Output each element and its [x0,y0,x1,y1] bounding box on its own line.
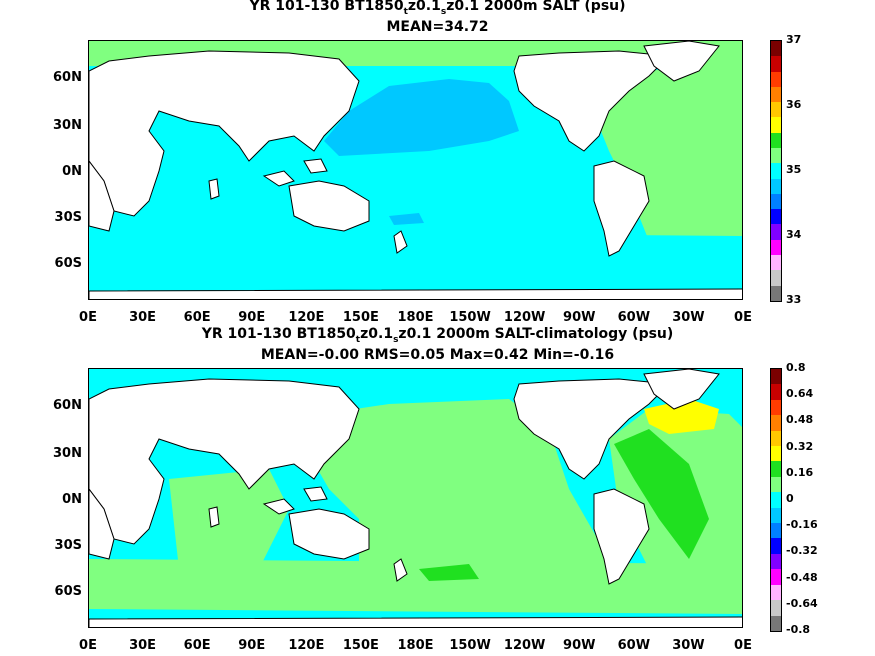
bottom-colorbar [770,368,782,632]
bottom-lon-label: 180E [397,638,434,653]
bottom-map-stats: MEAN=-0.00 RMS=0.05 Max=0.42 Min=-0.16 [260,347,615,363]
bottom-colorbar-swatch [771,600,781,616]
bottom-colorbar-swatch [771,399,781,416]
top-colorbar-swatch [771,117,781,133]
bottom-lat-label-60s: 60S [54,584,82,599]
bottom-colorbar-label: 0.64 [786,387,814,401]
bottom-colorbar-swatch [771,523,781,539]
top-lon-label: 60W [617,310,651,325]
bottom-colorbar-label: 0.8 [786,361,806,374]
top-colorbar-label: 34 [786,228,802,241]
top-colorbar-label: 37 [786,33,802,46]
bottom-lon-label: 90W [563,638,596,653]
bottom-colorbar-swatch [771,538,781,554]
bottom-lon-label: 90E [238,638,266,653]
bottom-colorbar-label: -0.8 [786,623,811,636]
top-lon-label: 150E [342,310,379,325]
bottom-colorbar-label: -0.64 [786,596,818,610]
top-colorbar-swatch [771,270,781,286]
top-lon-label: 30W [672,310,705,325]
top-colorbar-label: 36 [786,98,802,111]
bottom-lat-label-60n: 60N [53,398,82,413]
bottom-colorbar-label: 0.48 [786,413,814,427]
top-colorbar-label: 33 [786,293,802,306]
top-map-title: YR 101-130 BT1850tz0.1sz0.1 2000m SALT (… [249,0,626,17]
top-colorbar-label: 35 [786,163,802,176]
top-lat-label-60n: 60N [53,70,82,85]
top-lat-label-30n: 30N [53,118,82,133]
bottom-colorbar-swatch [771,384,781,400]
bottom-colorbar-swatch [771,430,781,447]
top-colorbar-swatch [771,224,781,240]
top-salinity-map [88,40,743,300]
top-map-stats: MEAN=34.72 [386,19,489,35]
bottom-map-title: YR 101-130 BT1850tz0.1sz0.1 2000m SALT-c… [201,326,674,345]
top-colorbar-swatch [771,86,781,103]
bottom-lat-label-30n: 30N [53,446,82,461]
top-colorbar-swatch [771,209,781,225]
top-lon-label: 90E [238,310,266,325]
top-lon-label: 0E [79,310,97,325]
top-lon-label: 180E [397,310,434,325]
bottom-colorbar-swatch [771,476,781,493]
top-colorbar [770,40,782,302]
bottom-colorbar-swatch [771,492,781,508]
top-colorbar-swatch [771,147,781,164]
bottom-lon-label: 150E [342,638,379,653]
top-colorbar-swatch [771,285,781,301]
top-lon-label: 0E [734,310,752,325]
top-colorbar-swatch [771,178,781,194]
bottom-anomaly-map [88,368,743,628]
bottom-colorbar-swatch [771,569,781,585]
top-lon-label: 150W [449,310,491,325]
bottom-colorbar-swatch [771,553,781,570]
bottom-colorbar-label: -0.32 [786,544,818,558]
bottom-lon-label: 150W [449,638,491,653]
bottom-lon-label: 60E [183,638,211,653]
top-lon-label: 30E [129,310,157,325]
top-lon-label: 120W [503,310,546,325]
top-lon-label: 90W [563,310,596,325]
top-colorbar-swatch [771,41,781,57]
bottom-colorbar-swatch [771,461,781,477]
top-colorbar-swatch [771,163,781,179]
bottom-lon-label: 0E [79,638,97,653]
bottom-lon-label: 120E [288,638,325,653]
bottom-lon-label: 30W [672,638,705,653]
bottom-lon-label: 120W [503,638,546,653]
bottom-colorbar-swatch [771,507,781,524]
bottom-colorbar-label: 0.16 [786,465,814,479]
top-colorbar-swatch [771,71,781,87]
top-lat-label-30s: 30S [54,210,82,225]
bottom-colorbar-swatch [771,615,781,631]
bottom-colorbar-swatch [771,415,781,431]
top-colorbar-swatch [771,132,781,148]
bottom-colorbar-label: -0.16 [786,518,818,532]
top-colorbar-swatch [771,239,781,255]
bottom-lat-label-30s: 30S [54,538,82,553]
top-lat-label-0n: 0N [62,164,82,179]
bottom-colorbar-swatch [771,369,781,385]
bottom-colorbar-swatch [771,584,781,601]
top-lon-label: 60E [183,310,211,325]
bottom-lon-label: 60W [617,638,651,653]
top-colorbar-swatch [771,193,781,210]
top-colorbar-swatch [771,254,781,271]
top-lat-label-60s: 60S [54,256,82,271]
bottom-lon-label: 30E [129,638,157,653]
bottom-colorbar-label: 0.32 [786,439,814,453]
top-colorbar-swatch [771,56,781,72]
bottom-lat-label-0n: 0N [62,492,82,507]
bottom-colorbar-label: 0 [786,492,794,505]
top-lon-label: 120E [288,310,325,325]
bottom-colorbar-swatch [771,446,781,462]
bottom-lon-label: 0E [734,638,752,653]
bottom-colorbar-label: -0.48 [786,570,818,584]
top-colorbar-swatch [771,102,781,118]
